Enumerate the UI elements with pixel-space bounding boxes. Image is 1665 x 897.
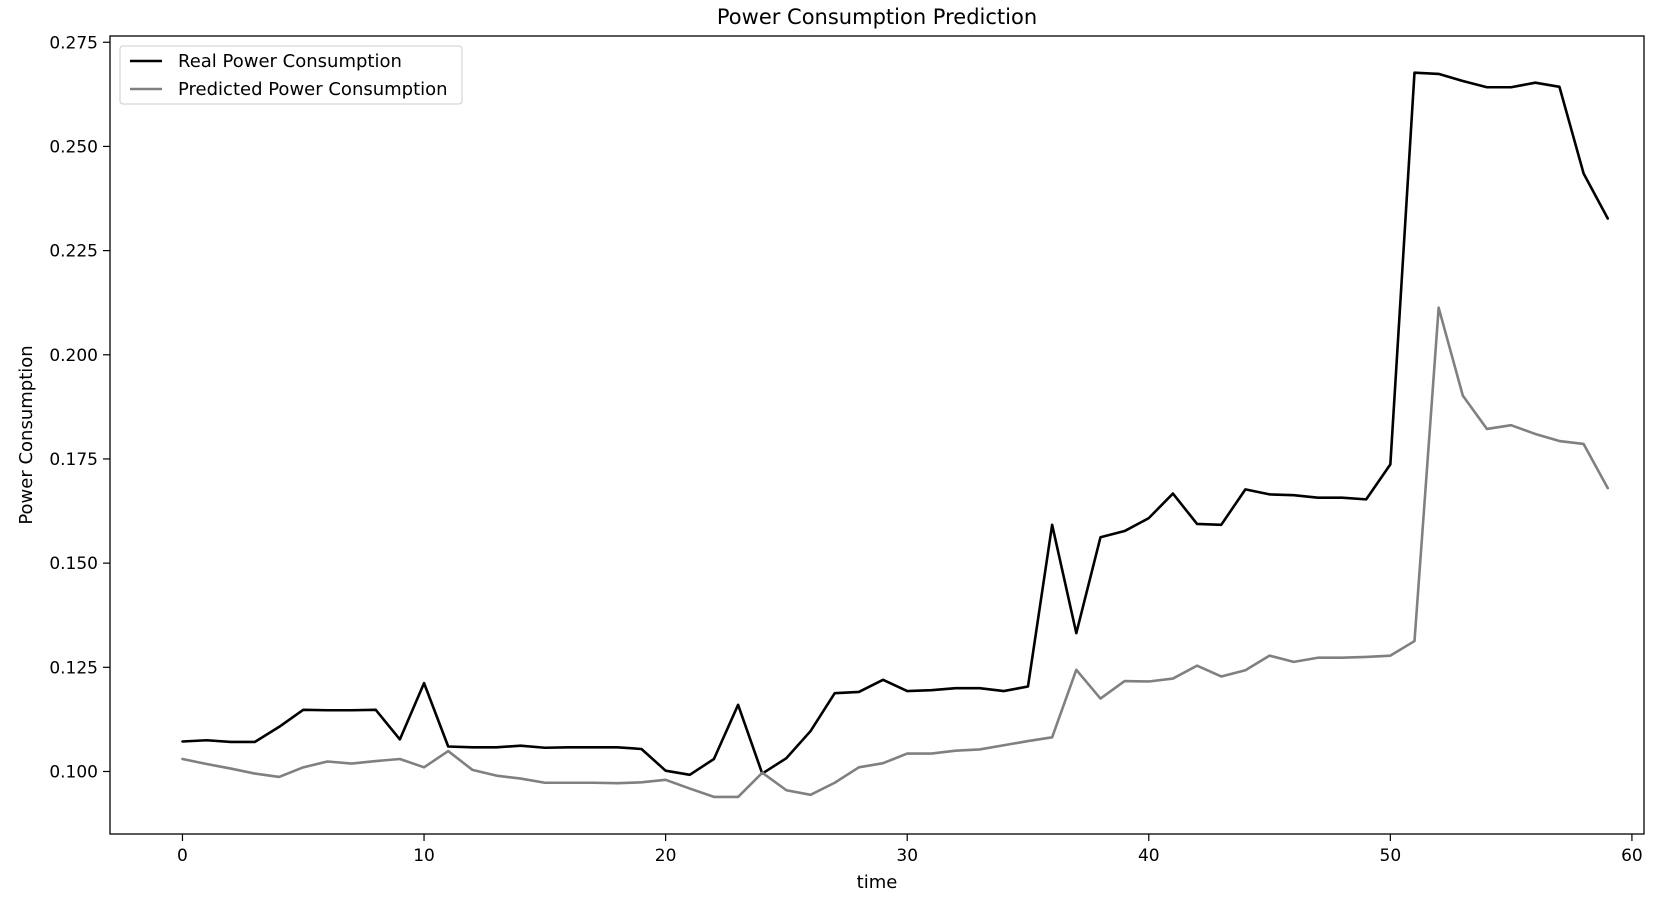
x-tick-label: 30 [896, 846, 918, 866]
y-tick-label: 0.125 [49, 658, 98, 678]
x-tick-label: 50 [1380, 846, 1402, 866]
y-tick-label: 0.275 [49, 33, 98, 53]
plot-series [181, 71, 1610, 799]
y-tick-label: 0.175 [49, 450, 98, 470]
chart-title: Power Consumption Prediction [717, 5, 1037, 29]
x-tick-label: 60 [1621, 846, 1643, 866]
x-tick-label: 40 [1138, 846, 1160, 866]
y-tick-label: 0.100 [49, 762, 98, 782]
y-axis-label: Power Consumption [16, 345, 37, 524]
y-axis: 0.100 0.125 0.150 0.175 0.200 0.225 0.250 0.275 [49, 33, 110, 782]
legend-box [119, 45, 463, 105]
x-tick-label: 0 [177, 846, 188, 866]
x-tick-label: 10 [413, 846, 435, 866]
plot-frame [109, 35, 1645, 835]
legend-label: Real Power Consumption [178, 51, 402, 72]
legend-label: Predicted Power Consumption [178, 79, 448, 100]
y-tick-label: 0.250 [49, 137, 98, 157]
x-tick-label: 20 [655, 846, 677, 866]
x-axis: 0 10 20 30 40 50 60 [177, 834, 1643, 866]
series-line-predicted [181, 306, 1610, 799]
y-tick-label: 0.200 [49, 346, 98, 366]
y-tick-label: 0.150 [49, 554, 98, 574]
series-line-real [181, 71, 1610, 777]
x-axis-label: time [857, 872, 898, 893]
legend: Real Power Consumption Predicted Power Co… [119, 45, 463, 105]
y-tick-label: 0.225 [49, 242, 98, 262]
